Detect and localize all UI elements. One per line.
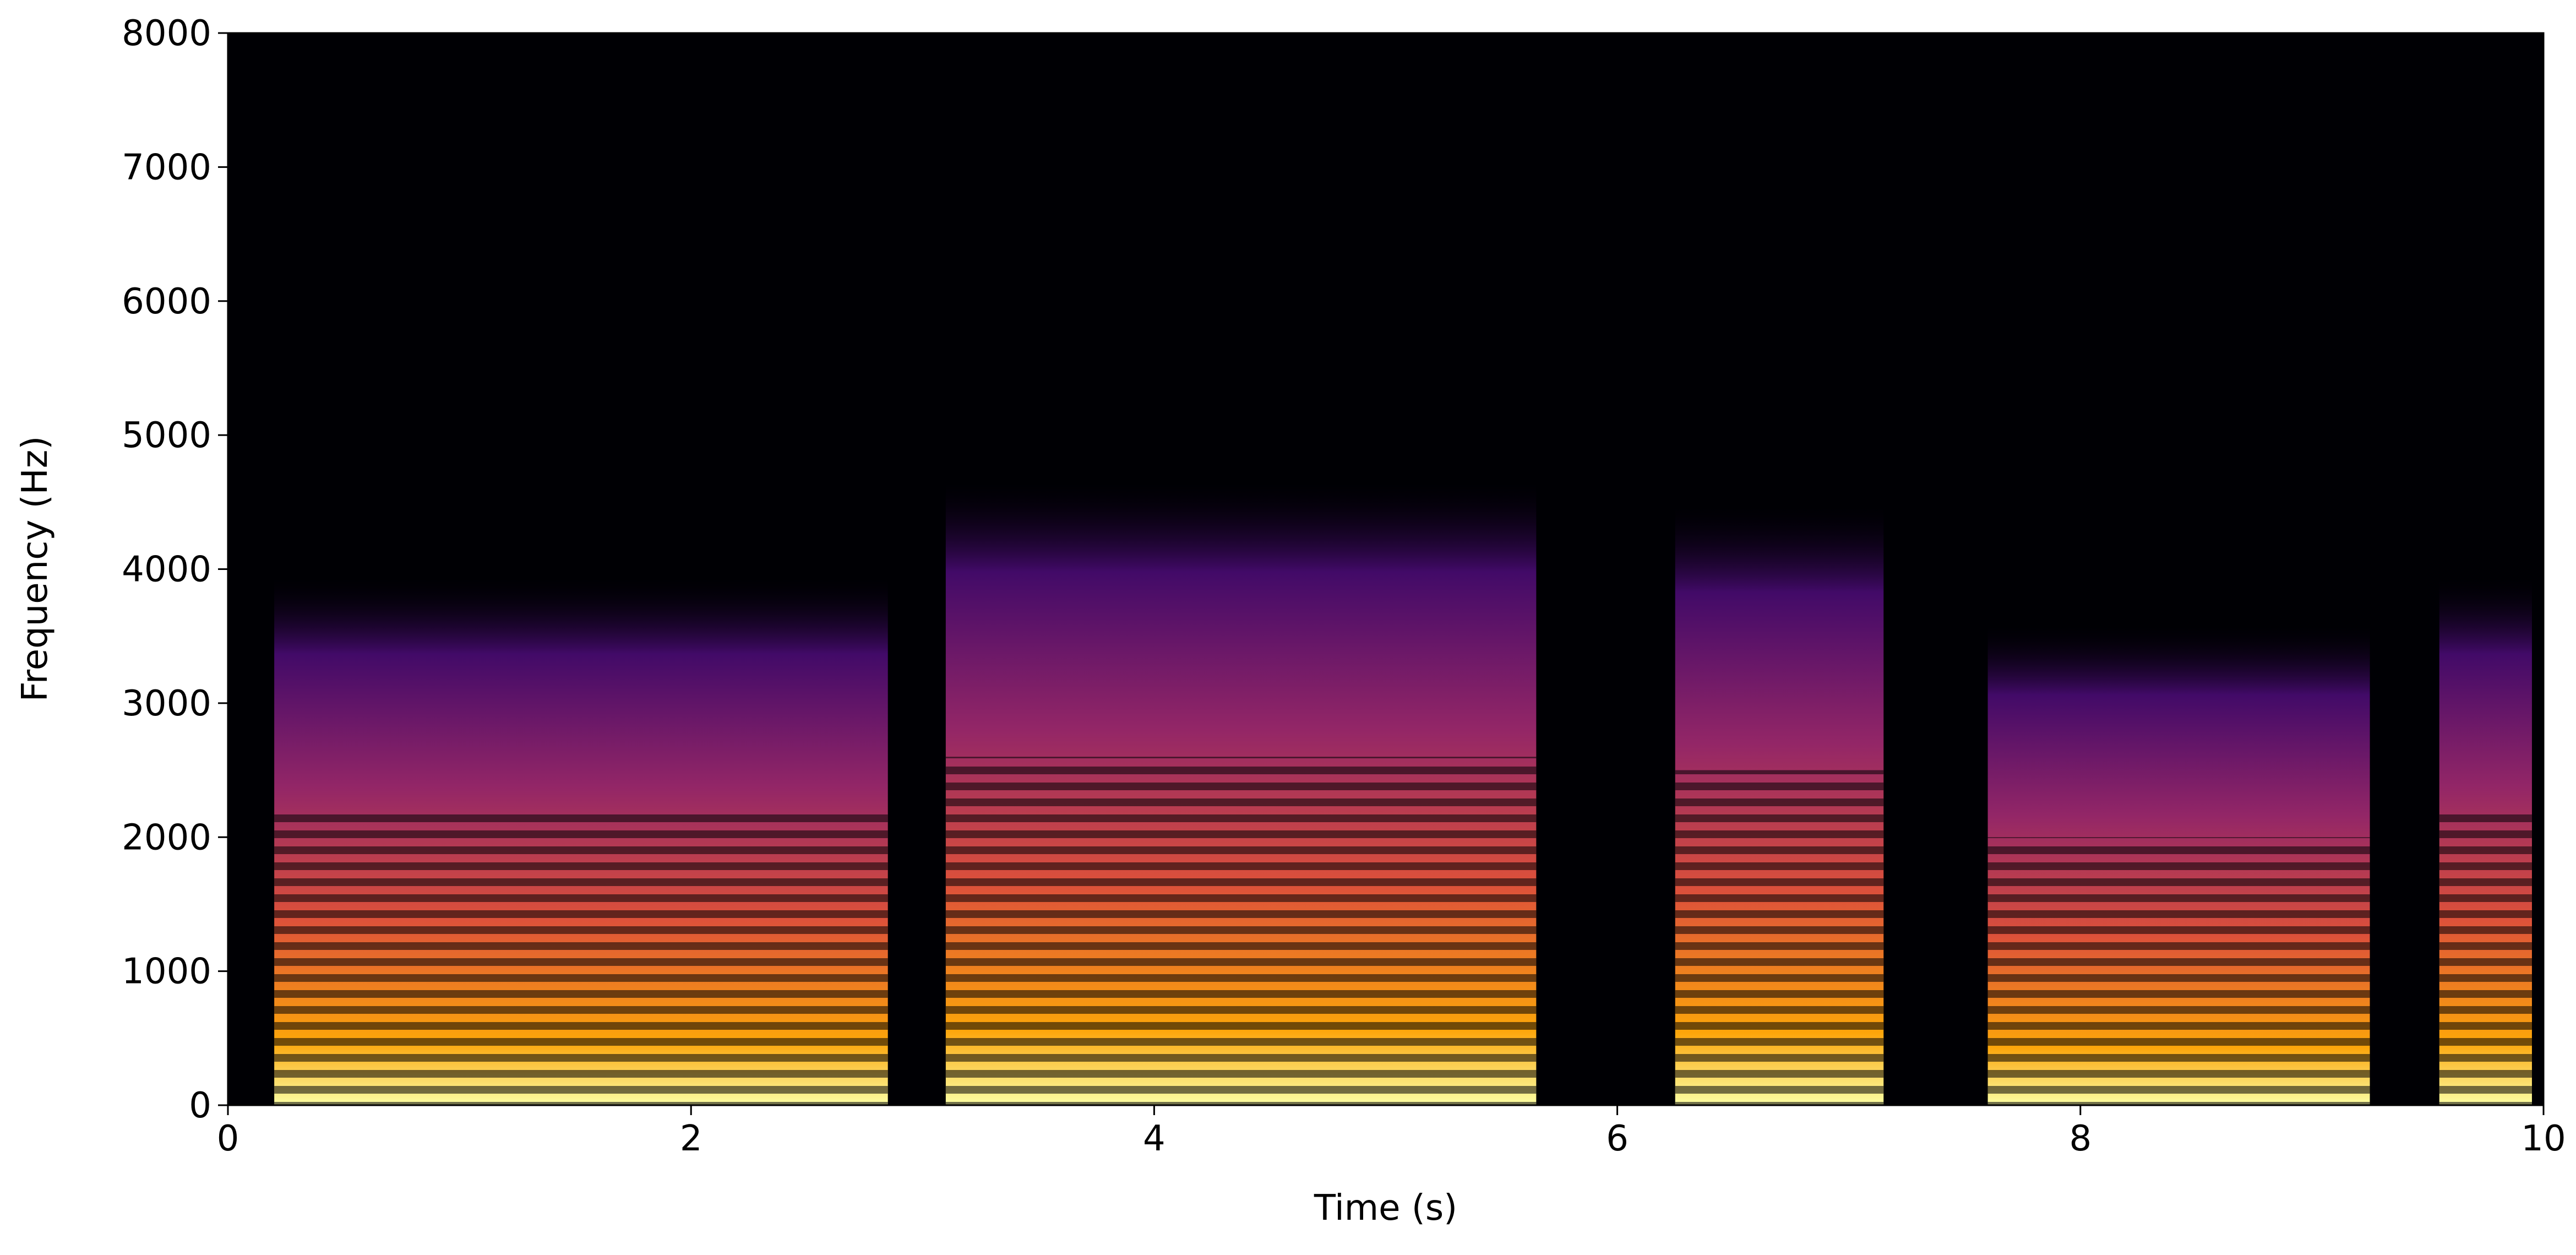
y-tick-label: 6000 bbox=[122, 281, 211, 322]
y-tick-label: 4000 bbox=[122, 550, 211, 590]
x-tick-label: 4 bbox=[1143, 1118, 1166, 1159]
x-axis-label: Time (s) bbox=[1314, 1188, 1457, 1229]
y-tick-label: 0 bbox=[189, 1085, 211, 1126]
energy-band bbox=[1987, 622, 2370, 1105]
y-tick-label: 3000 bbox=[122, 683, 211, 724]
energy-band bbox=[1675, 502, 1884, 1105]
y-tick-label: 5000 bbox=[122, 415, 211, 456]
y-axis-label: Frequency (Hz) bbox=[15, 436, 56, 702]
x-tick-label: 6 bbox=[1606, 1118, 1629, 1159]
energy-band bbox=[274, 574, 888, 1105]
harmonics bbox=[274, 810, 888, 1105]
energy-band bbox=[2439, 574, 2532, 1105]
x-tick-label: 10 bbox=[2521, 1118, 2566, 1159]
x-tick-label: 2 bbox=[680, 1118, 702, 1159]
energy-band bbox=[945, 478, 1537, 1105]
harmonics bbox=[945, 757, 1537, 1105]
harmonics bbox=[2439, 810, 2532, 1105]
x-tick-label: 8 bbox=[2069, 1118, 2092, 1159]
harmonics bbox=[1675, 770, 1884, 1105]
x-tick-label: 0 bbox=[217, 1118, 239, 1159]
y-tick-label: 7000 bbox=[122, 147, 211, 188]
y-tick-label: 2000 bbox=[122, 817, 211, 858]
harmonics bbox=[1987, 837, 2370, 1105]
y-tick-label: 8000 bbox=[122, 13, 211, 54]
y-tick-label: 1000 bbox=[122, 952, 211, 992]
